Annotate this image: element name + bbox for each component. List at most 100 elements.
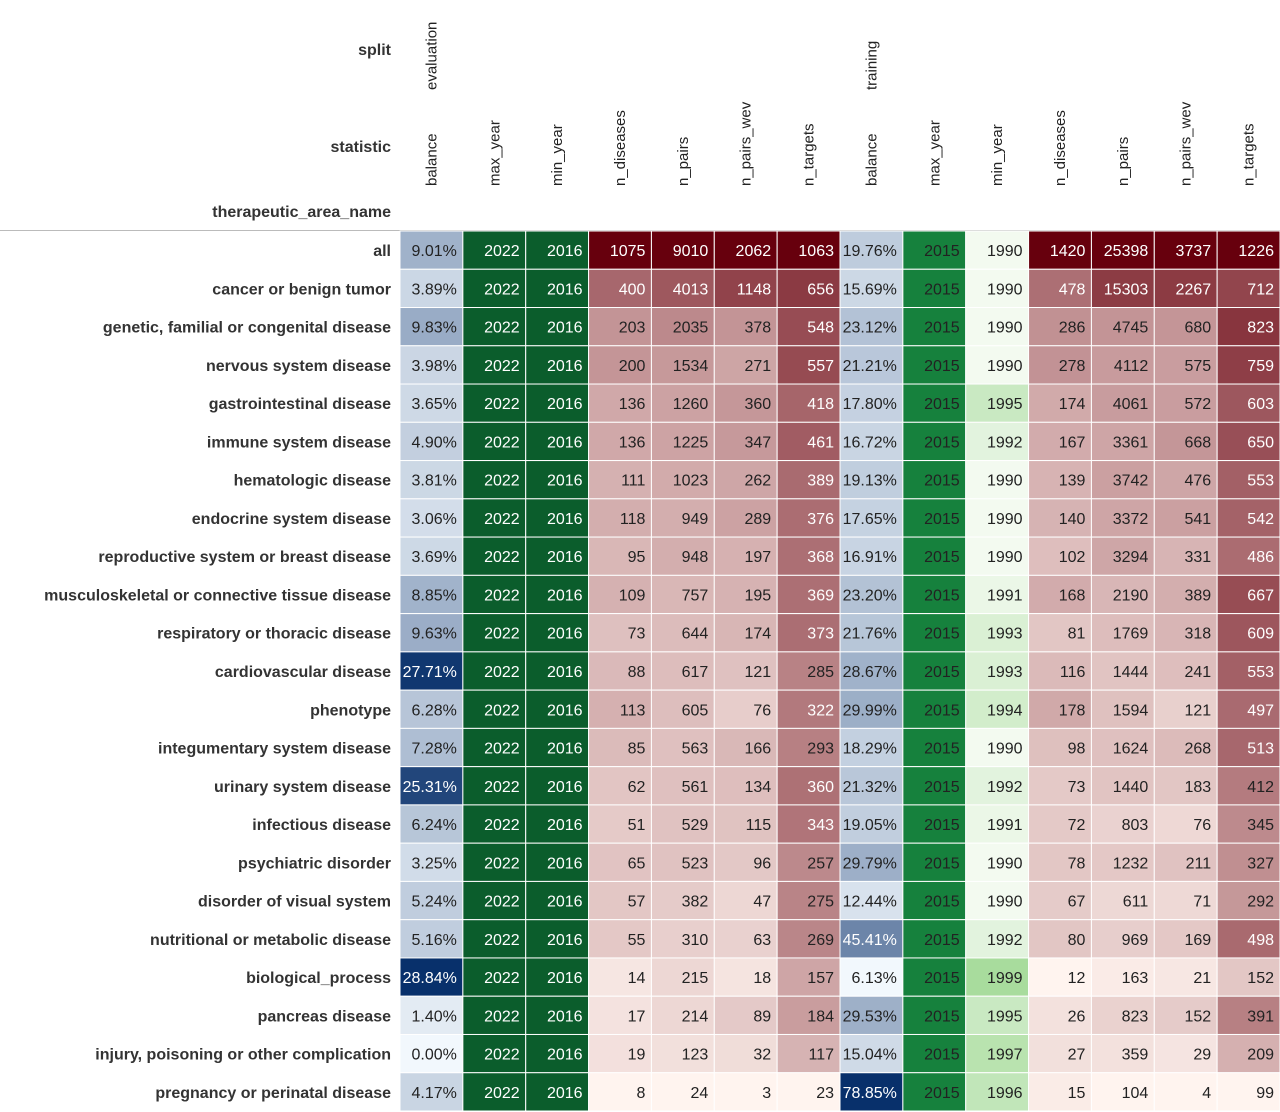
cell-value: 523	[682, 855, 709, 872]
heatmap-cell	[399, 421, 464, 462]
cell-value: 1232	[1113, 855, 1149, 872]
heatmap-cell	[399, 1072, 464, 1112]
heatmap-cell	[965, 689, 1030, 729]
heatmap-cell	[713, 345, 778, 385]
cell-value: 3.69%	[411, 549, 456, 566]
heatmap-cell	[1153, 345, 1218, 385]
cell-value: 183	[1184, 779, 1211, 796]
heatmap-cell	[965, 421, 1030, 462]
cell-value: 12	[1068, 970, 1086, 987]
cell-value: 2022	[484, 894, 520, 911]
cell-value: 2022	[484, 855, 520, 872]
cell-value: 117	[808, 1047, 834, 1064]
cell-value: 369	[807, 587, 834, 604]
cell-value: 2015	[924, 549, 960, 566]
cell-value: 2016	[547, 473, 583, 490]
heatmap-cell	[776, 1033, 841, 1074]
heatmap-cell	[462, 1072, 527, 1112]
heatmap-cell	[902, 307, 967, 347]
statistic-header-label: statistic	[331, 139, 392, 156]
cell-value: 98	[1068, 741, 1086, 758]
cell-value: 3294	[1113, 549, 1149, 566]
heatmap-cell	[965, 727, 1030, 768]
heatmap-cell	[839, 804, 904, 844]
heatmap-cell	[1153, 727, 1218, 768]
cell-value: 2015	[924, 320, 960, 337]
heatmap-cell	[399, 689, 464, 729]
heatmap-cell	[1028, 804, 1092, 844]
heatmap-cell	[650, 460, 715, 500]
cell-value: 27.71%	[403, 664, 457, 681]
cell-value: 2022	[484, 702, 520, 719]
cell-value: 478	[1059, 281, 1086, 298]
cell-value: 29.53%	[843, 1008, 897, 1025]
cell-value: 163	[1122, 970, 1149, 987]
cell-value: 28.67%	[843, 664, 897, 681]
column-label-n-targets: n_targets	[801, 123, 818, 186]
cell-value: 2016	[547, 970, 583, 987]
heatmap-cell	[525, 804, 590, 844]
heatmap-cell	[902, 536, 967, 576]
row-label: endocrine system disease	[192, 511, 391, 528]
row-label: integumentary system disease	[158, 741, 391, 758]
heatmap-cell	[965, 995, 1030, 1035]
cell-value: 2015	[924, 779, 960, 796]
cell-value: 55	[628, 932, 646, 949]
cell-value: 2015	[924, 358, 960, 375]
cell-value: 17.80%	[843, 396, 897, 413]
heatmap-cell	[1153, 498, 1218, 538]
cell-value: 2016	[547, 281, 583, 298]
cell-value: 2015	[924, 473, 960, 490]
cell-value: 1993	[987, 626, 1023, 643]
cell-value: 1992	[987, 932, 1023, 949]
cell-value: 121	[744, 664, 771, 681]
cell-value: 2022	[484, 1047, 520, 1064]
cell-value: 289	[744, 511, 771, 528]
cell-value: 757	[682, 587, 709, 604]
heatmap-cell	[776, 536, 841, 576]
heatmap-cell	[588, 421, 652, 462]
row-label: all	[373, 243, 391, 260]
cell-value: 529	[682, 817, 709, 834]
cell-value: 65	[628, 855, 646, 872]
row-label: reproductive system or breast disease	[98, 549, 391, 566]
cell-value: 136	[619, 434, 646, 451]
heatmap-cell	[588, 268, 652, 309]
heatmap-cell	[1153, 1072, 1218, 1112]
cell-value: 104	[1122, 1085, 1149, 1102]
cell-value: 5.16%	[411, 932, 456, 949]
cell-value: 2022	[484, 549, 520, 566]
cell-value: 9010	[673, 243, 709, 260]
cell-value: 23.12%	[843, 320, 897, 337]
cell-value: 1992	[987, 434, 1023, 451]
cell-value: 85	[628, 741, 646, 758]
heatmap-cell	[525, 383, 590, 423]
cell-value: 2016	[547, 434, 583, 451]
cell-value: 650	[1247, 434, 1274, 451]
heatmap-cell	[650, 268, 715, 309]
cell-value: 2015	[924, 970, 960, 987]
cell-value: 24	[690, 1085, 708, 1102]
heatmap-cell	[965, 383, 1030, 423]
heatmap-cell	[650, 307, 715, 347]
heatmap-cell	[839, 613, 904, 653]
cell-value: 78	[1068, 855, 1086, 872]
cell-value: 1440	[1113, 779, 1149, 796]
cell-value: 412	[1247, 779, 1274, 796]
heatmap-cell	[588, 727, 652, 768]
cell-value: 656	[807, 281, 834, 298]
cell-value: 1990	[987, 358, 1023, 375]
cell-value: 29.79%	[843, 855, 897, 872]
cell-value: 1993	[987, 664, 1023, 681]
cell-value: 557	[807, 358, 834, 375]
heatmap-cell	[713, 307, 778, 347]
cell-value: 2022	[484, 1008, 520, 1025]
cell-value: 2015	[924, 396, 960, 413]
cell-value: 2016	[547, 702, 583, 719]
row-label: injury, poisoning or other complication	[95, 1047, 391, 1064]
cell-value: 4.17%	[411, 1085, 456, 1102]
cell-value: 102	[1059, 549, 1086, 566]
heatmap-cell	[525, 613, 590, 653]
cell-value: 644	[682, 626, 709, 643]
